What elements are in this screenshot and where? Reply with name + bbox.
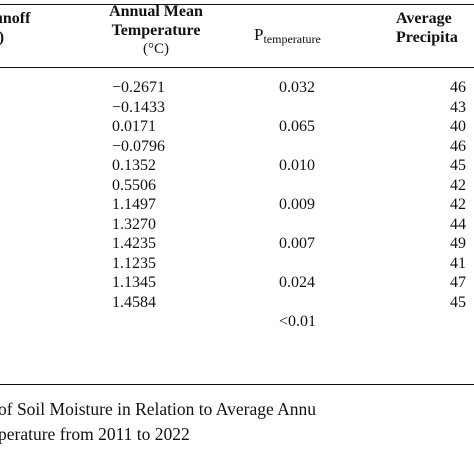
temp-header-line2: Temperature <box>111 22 201 39</box>
precip-cell: 45 <box>450 157 466 174</box>
table-header-rule <box>0 67 474 68</box>
temp-header-unit: (°C) <box>143 41 169 57</box>
precip-cell: 42 <box>450 196 466 213</box>
precipitation-column-header: Average Precipita <box>396 9 458 47</box>
precip-cell: 46 <box>450 137 466 155</box>
p-value-cell: <0.01 <box>279 313 317 330</box>
p-value-cell <box>279 293 316 313</box>
p-value-cell <box>279 254 316 274</box>
p-value-cell <box>279 98 316 118</box>
precip-cell: 45 <box>450 293 466 311</box>
temperature-cell: 1.1497 <box>112 196 156 213</box>
temperature-cell: 1.3270 <box>112 215 156 233</box>
p-header-main: P <box>254 25 264 44</box>
runoff-column-header: unoff ³) <box>0 9 30 47</box>
temperature-column-header: Annual Mean Temperature (°C) <box>92 2 220 59</box>
p-value-cell <box>279 176 316 196</box>
temperature-cell: 0.1352 <box>112 157 156 174</box>
p-value-cell: 0.024 <box>279 274 315 291</box>
temperature-cell: 1.4584 <box>112 293 156 311</box>
runoff-header-line1: unoff <box>0 10 31 27</box>
temp-header-line1: Annual Mean <box>109 3 203 20</box>
temperature-cell: 1.1235 <box>112 254 156 272</box>
temperature-cell: −0.2671 <box>112 79 166 96</box>
precip-cell: 43 <box>450 98 466 116</box>
precip-header-line2: Precipita <box>396 29 458 46</box>
temperature-cell: 1.1345 <box>112 274 156 291</box>
precip-cell: 40 <box>450 118 466 135</box>
temperature-cell: 1.4235 <box>112 235 156 252</box>
p-value-cell: 0.010 <box>279 157 315 174</box>
temperature-cell: −0.1433 <box>112 98 166 116</box>
precip-cell: 44 <box>450 215 466 233</box>
p-header-subscript: temperature <box>263 32 321 46</box>
precip-header-line1: Average <box>396 10 452 27</box>
runoff-header-line2: ³) <box>0 28 30 47</box>
table-bottom-rule <box>0 384 474 385</box>
p-temperature-column-header: Ptemperature <box>254 25 321 49</box>
p-value-cell: 0.065 <box>279 118 315 135</box>
precip-cell: 42 <box>450 176 466 194</box>
precip-cell: 47 <box>450 274 466 291</box>
precip-cell: 46 <box>450 79 466 96</box>
temperature-value-column: −0.2671 −0.1433 0.0171 −0.0796 0.1352 0.… <box>112 78 165 312</box>
table-caption-line2: perature from 2011 to 2022 <box>0 424 190 444</box>
p-temperature-value-column: 0.032 0.065 0.010 0.009 0.007 0.024 <0.0… <box>279 78 316 332</box>
precipitation-value-column: 46 43 40 46 45 42 42 44 49 41 47 45 <box>450 78 466 312</box>
table-caption-line1: of Soil Moisture in Relation to Average … <box>0 399 317 419</box>
temperature-cell: −0.0796 <box>112 137 166 155</box>
temperature-cell: 0.5506 <box>112 176 156 194</box>
p-value-cell <box>279 137 316 157</box>
temperature-cell: 0.0171 <box>112 118 156 135</box>
precip-cell: 41 <box>450 254 466 272</box>
p-value-cell: 0.032 <box>279 79 315 96</box>
p-value-cell: 0.007 <box>279 235 315 252</box>
table-top-rule <box>0 4 474 5</box>
p-value-cell: 0.009 <box>279 196 315 213</box>
precip-cell: 49 <box>450 235 466 252</box>
p-value-cell <box>279 215 316 235</box>
